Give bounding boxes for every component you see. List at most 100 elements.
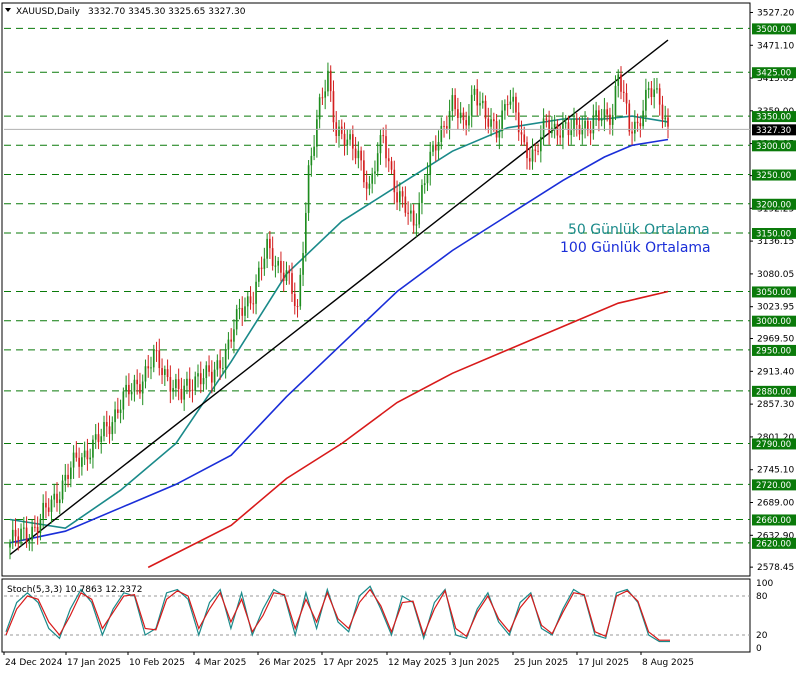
candle-body <box>611 115 614 125</box>
candle-body <box>20 528 22 541</box>
candle-body <box>233 329 235 342</box>
candle-body <box>653 89 656 98</box>
candle-body <box>620 74 622 92</box>
candle-body <box>371 173 374 184</box>
candle-body <box>199 373 202 385</box>
candle-body <box>354 148 357 159</box>
candle-body <box>64 474 67 481</box>
candle-body <box>316 119 318 147</box>
candle-body <box>186 378 188 386</box>
time-axis: 24 Dec 2024 17 Jan 2025 10 Feb 2025 4 Mar 2… <box>3 652 694 668</box>
candle-body <box>365 182 368 189</box>
candle-body <box>581 128 584 135</box>
level-badge <box>752 514 796 526</box>
level-badge-label: 2620.00 <box>756 539 791 549</box>
ohlc-values: 3332.70 3345.30 3325.65 3327.30 <box>88 7 246 17</box>
candle-body <box>329 70 332 92</box>
candle-body <box>387 158 390 162</box>
candle-body <box>263 258 266 269</box>
candle-body <box>144 366 147 382</box>
candle-body <box>473 88 476 95</box>
candle-body <box>661 104 664 120</box>
candle-body <box>119 409 122 413</box>
price-tick-label: 3527.20 <box>757 8 794 18</box>
candle-body <box>50 499 53 512</box>
candle-body <box>595 110 597 117</box>
candle-body <box>526 142 528 159</box>
level-badge-label: 3425.00 <box>756 69 791 79</box>
candle-body <box>506 104 509 106</box>
level-badge-label: 3300.00 <box>756 142 791 152</box>
candle-body <box>61 480 64 500</box>
stoch-tick-label: 20 <box>756 631 768 641</box>
candle-body <box>357 150 360 159</box>
candle-body <box>445 126 448 129</box>
level-badge <box>752 438 796 450</box>
candle-body <box>252 303 255 305</box>
level-badge-label: 2880.00 <box>756 387 791 397</box>
candle-body <box>429 151 432 175</box>
candle-body <box>567 122 570 136</box>
candle-body <box>94 434 97 440</box>
candle-body <box>622 91 625 93</box>
ma50-annotation: 50 Günlük Ortalama <box>568 222 710 238</box>
candle-body <box>589 130 592 134</box>
stoch-title: Stoch(5,3,3) 10.7863 12.2372 <box>7 585 142 595</box>
candle-body <box>28 540 31 542</box>
price-tick-label: 2913.40 <box>757 367 794 377</box>
stoch-k-line <box>5 585 670 643</box>
candle-body <box>401 191 404 197</box>
price-tick-label: 2969.50 <box>757 335 794 345</box>
candle-body <box>346 139 349 146</box>
time-tick-label: 8 Aug 2025 <box>642 658 694 668</box>
candle-body <box>457 109 459 118</box>
candle-body <box>374 171 376 174</box>
candle-body <box>545 118 548 120</box>
candle-body <box>177 379 180 390</box>
price-tick-label: 3023.95 <box>757 303 794 313</box>
candle-body <box>415 224 418 226</box>
stoch-tick-label: 0 <box>756 644 762 654</box>
candle-body <box>324 91 327 98</box>
price-tick-label: 2857.30 <box>757 400 794 410</box>
candle-body <box>280 260 282 273</box>
candle-body <box>340 126 343 134</box>
candle-body <box>39 518 42 534</box>
candle-body <box>351 134 354 149</box>
candle-body <box>205 365 208 379</box>
level-badge <box>752 315 796 327</box>
candle-body <box>246 296 249 307</box>
candle-body <box>304 212 307 253</box>
collapse-triangle-icon[interactable] <box>5 8 11 12</box>
price-tick-label: 3080.05 <box>757 270 794 280</box>
level-badge <box>752 344 796 356</box>
candle-body <box>72 452 75 468</box>
price-tick-label: 2801.20 <box>757 433 794 443</box>
candle-body <box>606 109 609 115</box>
level-badge-label: 3350.00 <box>756 113 791 123</box>
candle-body <box>360 150 362 161</box>
candle-body <box>224 349 227 369</box>
price-tick-label: 3136.15 <box>757 237 794 247</box>
candle-body <box>111 422 114 435</box>
candle-body <box>92 439 94 458</box>
candle-body <box>150 367 152 369</box>
candle-body <box>398 191 401 203</box>
candle-body <box>617 74 620 86</box>
level-badge-label: 3200.00 <box>756 200 791 210</box>
price-tick-label: 3471.10 <box>757 41 794 51</box>
level-badge-label: 2790.00 <box>756 440 791 450</box>
candle-body <box>614 85 617 116</box>
candle-body <box>56 493 58 503</box>
candle-body <box>194 376 197 392</box>
candle-body <box>418 203 421 225</box>
candle-body <box>570 130 573 136</box>
level-badge <box>752 479 796 491</box>
candle-body <box>600 119 603 121</box>
candle-body <box>81 457 83 467</box>
candle-body <box>97 434 100 442</box>
candle-body <box>269 238 271 249</box>
candle-body <box>78 457 80 467</box>
